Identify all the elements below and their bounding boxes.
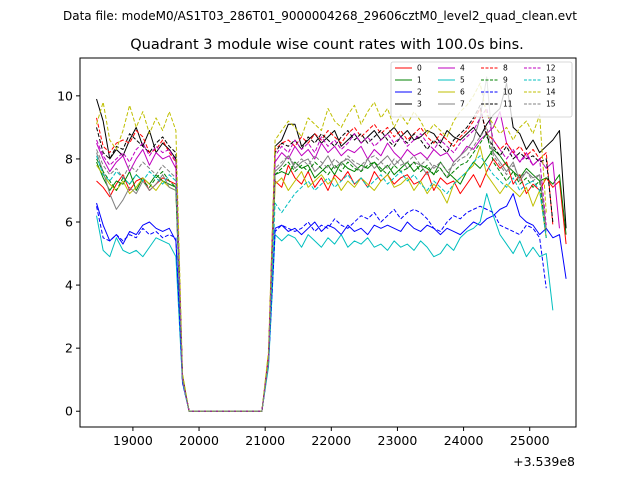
series-line-4	[96, 111, 560, 412]
x-tick-label: 20000	[179, 433, 219, 448]
legend-frame	[390, 61, 573, 118]
legend-label-7: 7	[460, 100, 465, 109]
x-tick-label: 24000	[444, 433, 484, 448]
y-tick-label: 6	[65, 215, 73, 230]
series-line-15	[96, 126, 547, 412]
plot-area	[80, 58, 576, 427]
y-tick-label: 4	[65, 278, 73, 293]
legend-label-13: 13	[546, 76, 556, 85]
series-line-12	[96, 107, 547, 412]
legend-label-6: 6	[460, 88, 465, 97]
legend-label-5: 5	[460, 76, 465, 85]
x-tick-label: 19000	[113, 433, 153, 448]
x-offset-label: +3.539e8	[513, 454, 575, 469]
ticks-layer: 19000 20000 21000 22000 23000 24000 25000 0 2 4 6 8…	[57, 88, 550, 448]
legend-label-0: 0	[417, 64, 422, 73]
legend-label-8: 8	[503, 64, 508, 73]
series-line-13	[96, 155, 547, 412]
chart-suptitle: Data file: modeM0/AS1T03_286T01_90000042…	[63, 9, 577, 23]
legend-label-15: 15	[546, 100, 556, 109]
legend-label-3: 3	[417, 100, 422, 109]
legend-label-11: 11	[503, 100, 513, 109]
legend-label-1: 1	[417, 76, 422, 85]
series-line-5	[96, 193, 554, 412]
y-tick-label: 0	[65, 404, 73, 419]
x-tick-label: 23000	[378, 433, 418, 448]
series-line-2	[96, 193, 567, 412]
legend-label-14: 14	[546, 88, 556, 97]
series-line-9	[96, 133, 547, 412]
series-line-8	[96, 107, 554, 412]
series-line-0	[96, 158, 567, 412]
chart-title: Quadrant 3 module wise count rates with …	[130, 37, 524, 53]
x-tick-label: 22000	[311, 433, 351, 448]
series-line-10	[96, 205, 547, 412]
legend-label-4: 4	[460, 64, 465, 73]
plot-frame	[79, 57, 577, 428]
y-tick-label: 10	[57, 88, 73, 103]
series-line-7	[96, 76, 547, 412]
y-tick-label: 2	[65, 341, 73, 356]
x-tick-label: 21000	[245, 433, 285, 448]
legend-label-2: 2	[417, 88, 422, 97]
x-tick-label: 25000	[510, 433, 550, 448]
legend-label-12: 12	[546, 64, 556, 73]
legend-label-9: 9	[503, 76, 508, 85]
legend-label-10: 10	[503, 88, 513, 97]
y-tick-label: 8	[65, 151, 73, 166]
